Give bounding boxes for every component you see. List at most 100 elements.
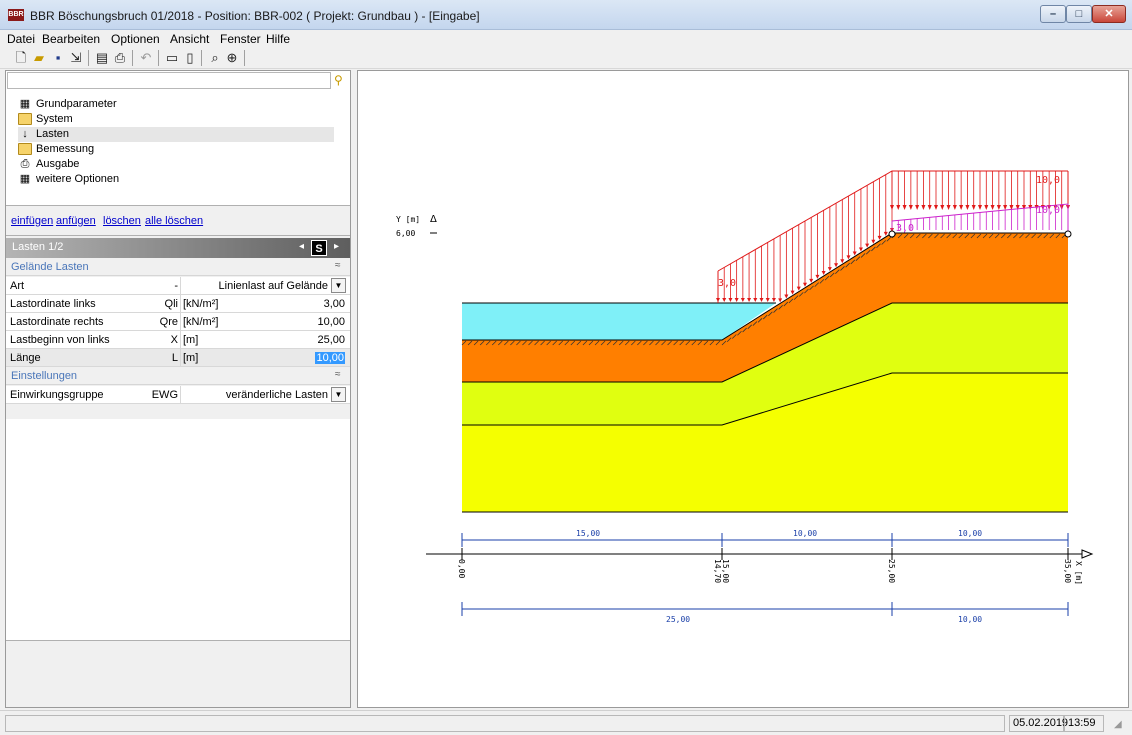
menu-optionen[interactable]: Optionen xyxy=(111,32,160,46)
tree-item-grundparameter[interactable]: ▦ Grundparameter xyxy=(18,97,334,112)
tree-item-ausgabe[interactable]: ⎙ Ausgabe xyxy=(18,157,334,172)
load-arrowhead xyxy=(1009,205,1014,210)
tree-item-label: Bemessung xyxy=(36,143,95,155)
delete-all-link[interactable]: alle löschen xyxy=(145,215,204,227)
menu-bearbeiten[interactable]: Bearbeiten xyxy=(42,32,101,46)
tree-item-label: Ausgabe xyxy=(36,158,80,170)
section-einstellungen[interactable]: Einstellungen ≈ xyxy=(6,368,350,385)
dropdown-icon[interactable]: ▼ xyxy=(331,387,346,402)
property-row-lastordinate-rechts[interactable]: Lastordinate rechts Qre [kN/m²] 10,00 xyxy=(6,313,350,331)
close-button[interactable]: ✕ xyxy=(1092,5,1126,23)
export-icon[interactable]: ⇲ xyxy=(70,50,82,65)
property-name: Einwirkungsgruppe xyxy=(10,389,104,401)
print-icon[interactable]: ⎙ xyxy=(114,50,126,65)
property-row-einwirkungsgruppe[interactable]: Einwirkungsgruppe EWG veränderliche Last… xyxy=(6,386,350,404)
person-icon[interactable]: ⚲ xyxy=(334,73,343,87)
property-value[interactable]: Linienlast auf Gelände xyxy=(218,280,328,292)
layer-boundary-line xyxy=(462,372,1068,426)
layer-boundary-line xyxy=(462,302,1068,383)
toolbar-separator xyxy=(132,50,133,66)
hatch-mark xyxy=(1013,233,1018,239)
s-button[interactable]: S xyxy=(311,240,327,256)
hatch-mark xyxy=(606,340,612,346)
hatch-mark xyxy=(546,340,551,346)
hatch-mark xyxy=(840,266,845,271)
length-input[interactable]: 10,00 xyxy=(256,352,345,364)
menu-hilfe[interactable]: Hilfe xyxy=(266,32,291,46)
load-arrowhead xyxy=(984,205,989,210)
hatch-mark xyxy=(528,340,533,346)
hatch-mark xyxy=(814,282,820,287)
collapse-icon[interactable]: ≈ xyxy=(335,369,341,380)
insert-link[interactable]: einfügen xyxy=(11,215,54,227)
tree-item-lasten[interactable]: ↓ Lasten xyxy=(18,127,334,142)
tree-search-input[interactable] xyxy=(7,72,331,89)
property-value[interactable]: 3,00 xyxy=(323,298,345,310)
load-arrowhead xyxy=(996,205,1001,210)
minimize-button[interactable]: – xyxy=(1040,5,1066,23)
next-icon[interactable]: ▸ xyxy=(334,241,340,252)
zoom-icon[interactable]: ⌕ xyxy=(211,50,219,65)
hatch-mark xyxy=(742,327,747,333)
tree-item-weitere-optionen[interactable]: ▦ weitere Optionen xyxy=(18,172,334,187)
view-input-icon[interactable]: ▭ xyxy=(165,50,179,65)
hatch-mark xyxy=(881,240,886,245)
property-row-art[interactable]: Art - Linienlast auf Gelände ▼ xyxy=(6,277,350,295)
tree-item-label: System xyxy=(36,113,73,125)
dropdown-icon[interactable]: ▼ xyxy=(331,278,346,293)
zoom-all-icon[interactable]: ⊕ xyxy=(226,50,238,65)
hatch-mark xyxy=(958,233,964,239)
drawing-panel[interactable]: 3,0 10,0 10,0 3,0 Y [m] Δ 6,00 15,00 10,… xyxy=(357,70,1129,708)
load-arrowhead xyxy=(771,298,776,302)
load-arrowhead xyxy=(716,298,720,302)
open-folder-icon[interactable]: ▰ xyxy=(34,50,44,65)
hatch-mark xyxy=(855,256,861,261)
hatch-mark xyxy=(988,233,994,239)
hatch-mark xyxy=(752,321,758,326)
tree-item-system[interactable]: System xyxy=(18,112,334,127)
property-name: Lastordinate rechts xyxy=(10,316,104,328)
previous-icon[interactable]: ◂ xyxy=(299,241,305,252)
load-label: 3,0 xyxy=(718,278,736,289)
hatch-mark xyxy=(865,249,871,255)
hatch-mark xyxy=(964,233,970,239)
append-link[interactable]: anfügen xyxy=(56,215,96,227)
menu-datei[interactable]: Datei xyxy=(7,32,36,46)
load-arrowhead xyxy=(722,298,727,302)
maximize-button[interactable]: □ xyxy=(1066,5,1092,23)
tree-item-label: weitere Optionen xyxy=(36,173,120,185)
new-file-icon[interactable]: 🗋 xyxy=(15,50,27,65)
property-value[interactable]: 25,00 xyxy=(317,334,345,346)
hatch-mark xyxy=(1037,233,1042,239)
property-row-lastbeginn[interactable]: Lastbeginn von links X [m] 25,00 xyxy=(6,331,350,349)
x-tick-label: 25,00 xyxy=(887,559,896,583)
hatch-mark xyxy=(467,340,473,346)
property-value[interactable]: 10,00 xyxy=(317,316,345,328)
collapse-icon[interactable]: ≈ xyxy=(335,260,341,271)
hatch-mark xyxy=(897,233,903,239)
dimension-label: 10,00 xyxy=(793,529,817,538)
property-row-lastordinate-links[interactable]: Lastordinate links Qli [kN/m²] 3,00 xyxy=(6,295,350,313)
hatch-mark xyxy=(850,259,856,265)
print-preview-icon[interactable]: ▤ xyxy=(95,50,109,65)
load-label: 10,0 xyxy=(1036,175,1060,186)
hatch-mark xyxy=(637,340,642,346)
property-row-laenge[interactable]: Länge L [m] 10,00 xyxy=(6,349,350,367)
undo-icon[interactable]: ↶ xyxy=(140,50,152,65)
save-icon[interactable]: ▪ xyxy=(55,50,61,65)
menu-fenster[interactable]: Fenster xyxy=(220,32,261,46)
load-arrowhead xyxy=(890,205,894,210)
section-gelaende-lasten[interactable]: Gelände Lasten ≈ xyxy=(6,259,350,276)
selected-value[interactable]: 10,00 xyxy=(315,352,345,364)
resize-grip-icon[interactable]: ◢ xyxy=(1114,719,1122,730)
tree-item-bemessung[interactable]: Bemessung xyxy=(18,142,334,157)
menu-ansicht[interactable]: Ansicht xyxy=(170,32,210,46)
view-output-icon[interactable]: ▯ xyxy=(186,50,194,65)
slope-drawing[interactable]: 3,0 10,0 10,0 3,0 Y [m] Δ 6,00 15,00 10,… xyxy=(358,71,1128,707)
hatch-mark xyxy=(1043,233,1049,239)
property-value[interactable]: veränderliche Lasten xyxy=(225,389,328,401)
navigation-tree: ⚲ ▦ Grundparameter System ↓ Lasten Bemes… xyxy=(6,71,350,206)
delete-link[interactable]: löschen xyxy=(103,215,141,227)
hatch-mark xyxy=(576,340,582,346)
load-arrowhead xyxy=(740,298,745,302)
